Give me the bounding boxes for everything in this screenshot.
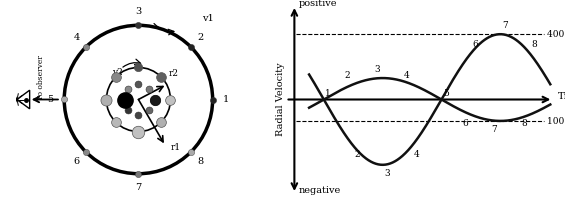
Text: 100 km/s: 100 km/s	[547, 116, 565, 125]
Text: v1: v1	[202, 14, 214, 23]
Text: 8: 8	[531, 40, 537, 49]
Text: r1: r1	[171, 143, 181, 152]
Text: 2: 2	[345, 71, 350, 80]
Text: 6: 6	[73, 157, 80, 166]
Text: To observer: To observer	[37, 55, 45, 100]
Text: 1: 1	[223, 95, 229, 104]
Text: negative: negative	[299, 186, 341, 195]
Text: 3: 3	[374, 65, 380, 74]
Text: v2: v2	[112, 68, 123, 77]
Text: 7: 7	[492, 125, 497, 134]
Text: 3: 3	[384, 169, 390, 178]
Text: 2: 2	[197, 33, 203, 42]
Text: 4: 4	[73, 33, 80, 42]
Text: 5: 5	[47, 95, 54, 104]
Text: 6: 6	[472, 40, 478, 49]
Text: Radial Velocity: Radial Velocity	[276, 63, 285, 136]
Text: Time: Time	[558, 93, 565, 101]
Text: 4: 4	[403, 71, 409, 80]
Text: 2: 2	[355, 150, 360, 159]
Text: positive: positive	[299, 0, 337, 8]
Text: r2: r2	[169, 69, 179, 78]
Text: 400 km/s: 400 km/s	[547, 30, 565, 39]
Text: 3: 3	[135, 7, 142, 16]
Text: 8: 8	[521, 119, 527, 128]
Text: 7: 7	[502, 21, 507, 30]
Text: 6: 6	[462, 119, 468, 128]
Text: 8: 8	[197, 157, 203, 166]
Text: 5: 5	[443, 89, 449, 98]
Text: 4: 4	[414, 150, 419, 159]
Text: 7: 7	[135, 183, 142, 192]
Text: 1: 1	[325, 89, 331, 98]
